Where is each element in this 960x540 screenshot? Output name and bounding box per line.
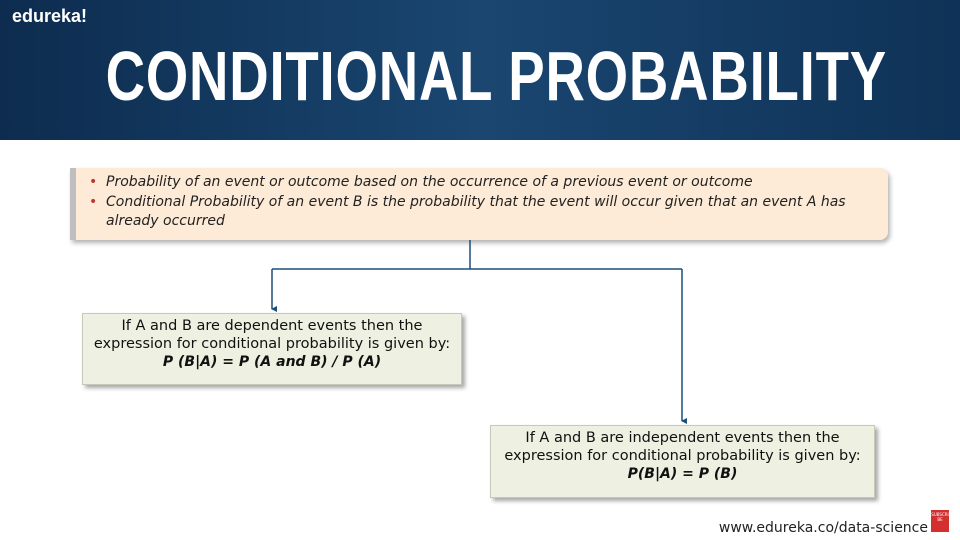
subscribe-badge[interactable]: SUBSCRIBE [931, 510, 949, 532]
definition-box: Probability of an event or outcome based… [70, 168, 888, 240]
case-text: If A and B are dependent events then the… [93, 318, 451, 352]
formula: P (B|A) = P (A and B) / P (A) [162, 354, 382, 370]
header: edureka! CONDITIONAL PROBABILITY [0, 0, 960, 140]
brand-logo: edureka! [12, 6, 88, 26]
case-box: If A and B are dependent events then the… [82, 313, 462, 385]
case-text: If A and B are independent events then t… [504, 430, 861, 464]
bullet-list: Probability of an event or outcome based… [86, 173, 880, 231]
slide-title: CONDITIONAL PROBABILITY [105, 37, 887, 115]
formula: P(B|A) = P (B) [627, 466, 738, 482]
bullet: Conditional Probability of an event B is… [89, 193, 880, 231]
footer-url: www.edureka.co/data-science [718, 520, 928, 536]
bullet: Probability of an event or outcome based… [89, 173, 880, 192]
case-box: If A and B are independent events then t… [490, 425, 875, 498]
